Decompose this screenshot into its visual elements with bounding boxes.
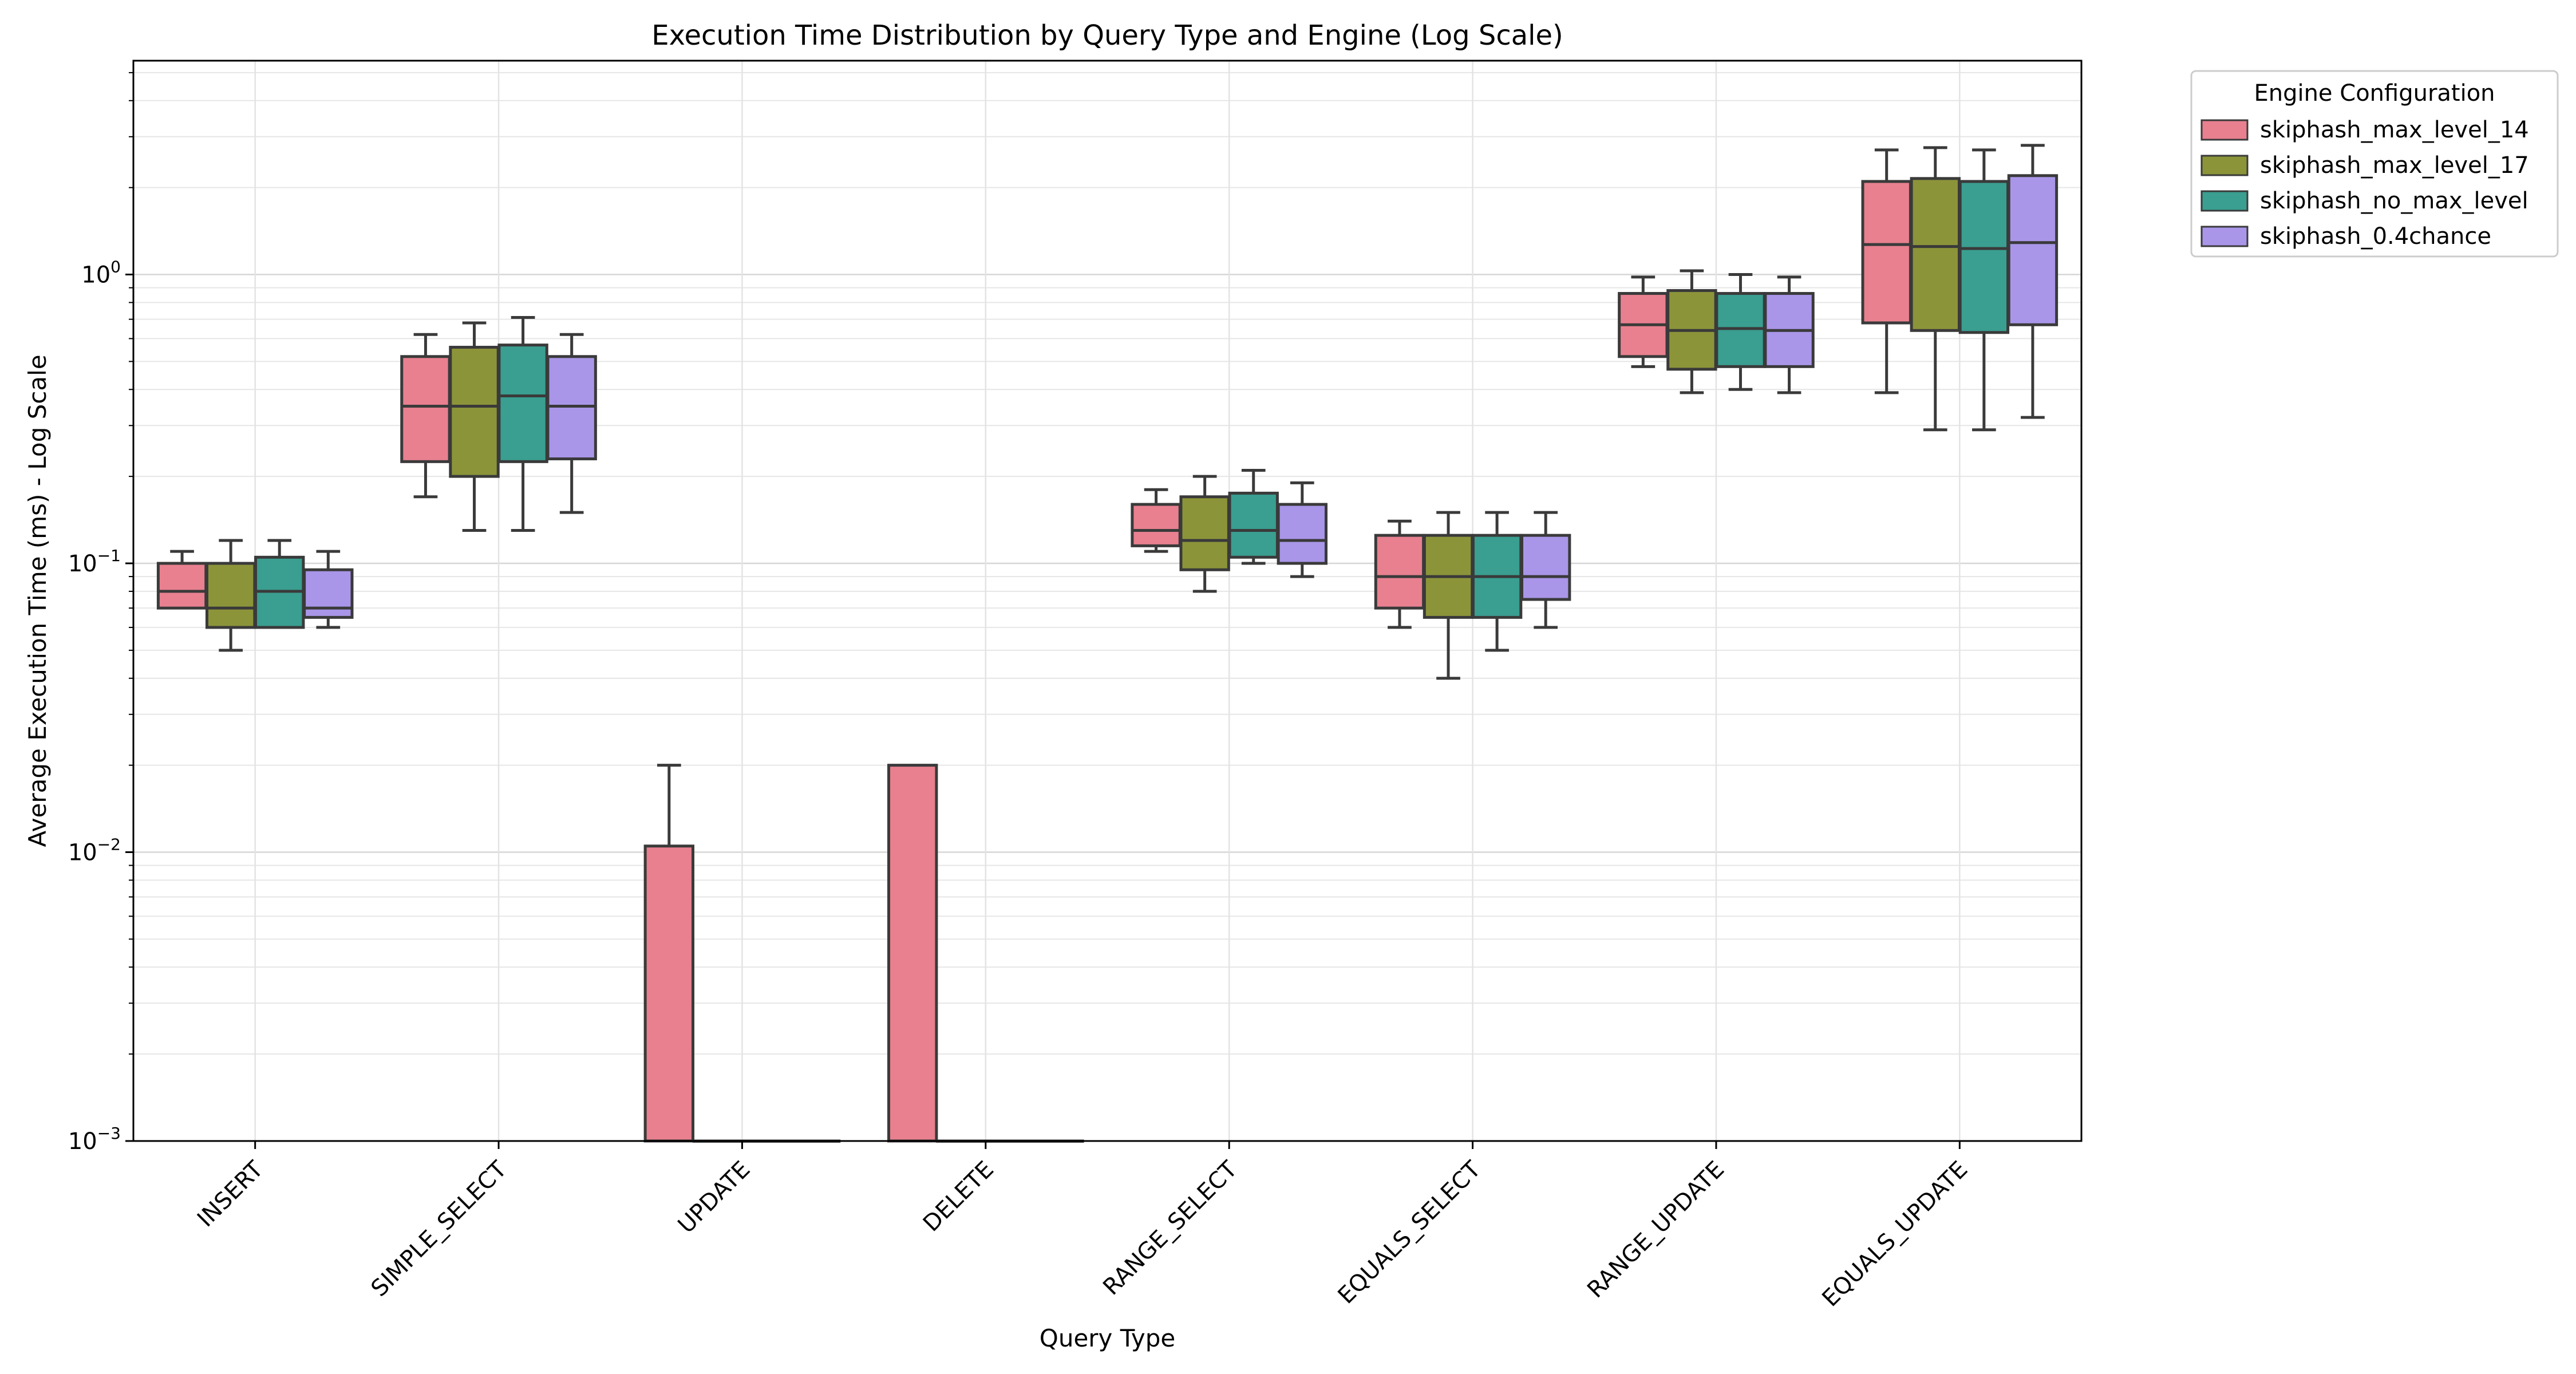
box-7-2 (1958, 148, 2010, 432)
box-3-0 (887, 764, 938, 1143)
box-body (497, 344, 548, 463)
box-4-3 (1277, 481, 1327, 578)
box-5-3 (1520, 511, 1571, 629)
box-6-1 (1666, 269, 1717, 394)
chart-title: Execution Time Distribution by Query Typ… (651, 19, 1563, 52)
y-tick-label: 10−2 (68, 835, 121, 866)
box-body (303, 568, 354, 619)
box-6-2 (1715, 273, 1766, 391)
box-7-1 (1910, 146, 1961, 432)
y-axis-title: Average Execution Time (ms) - Log Scale (23, 354, 52, 847)
legend-item: skiphash_max_level_14 (2200, 117, 2529, 143)
legend-label: skiphash_0.4chance (2260, 223, 2491, 250)
legend-item: skiphash_max_level_17 (2200, 152, 2529, 179)
box-5-2 (1471, 511, 1523, 652)
legend-label: skiphash_max_level_14 (2260, 117, 2529, 143)
box-body (449, 346, 500, 478)
y-tick-label: 10−1 (68, 546, 121, 577)
legend-swatch (2200, 155, 2249, 176)
legend-swatch (2200, 119, 2249, 141)
box-2-0 (643, 764, 695, 1143)
box-plots (156, 144, 2059, 1143)
box-body (1131, 503, 1182, 547)
box-body (1179, 495, 1230, 571)
legend-item: skiphash_0.4chance (2200, 223, 2491, 250)
box-body (1910, 177, 1961, 332)
box-body (1277, 503, 1327, 565)
box-body (887, 764, 938, 1143)
box-body (2007, 174, 2059, 326)
box-body (1520, 534, 1571, 601)
box-body (1715, 292, 1766, 368)
box-1-0 (400, 333, 451, 499)
legend-item: skiphash_no_max_level (2200, 188, 2528, 214)
legend-swatch (2200, 190, 2249, 212)
x-axis-title: Query Type (1040, 1324, 1175, 1352)
box-5-1 (1423, 511, 1474, 680)
box-6-3 (1764, 275, 1815, 394)
plot-frame (132, 60, 2083, 1142)
box-0-0 (156, 550, 208, 610)
box-5-0 (1374, 519, 1425, 629)
box-7-0 (1861, 148, 1912, 394)
box-body (1228, 491, 1279, 559)
box-0-1 (205, 539, 256, 652)
legend-items: skiphash_max_level_14 skiphash_max_level_… (2200, 117, 2529, 250)
legend-label: skiphash_no_max_level (2260, 188, 2528, 214)
y-tick-label: 100 (81, 258, 121, 289)
box-body (1958, 180, 2010, 334)
legend-frame (2190, 70, 2559, 258)
legend-title: Engine Configuration (2254, 80, 2495, 106)
box-1-3 (546, 333, 597, 514)
box-body (1374, 534, 1425, 610)
legend-label: skiphash_max_level_17 (2260, 152, 2529, 179)
box-body (546, 355, 597, 461)
y-tick-label: 10−3 (68, 1124, 121, 1155)
box-7-3 (2007, 144, 2059, 419)
box-body (1861, 180, 1912, 325)
box-4-1 (1179, 475, 1230, 593)
legend: Engine Configuration skiphash_max_level_… (2190, 70, 2559, 258)
box-0-2 (254, 539, 305, 629)
box-1-2 (497, 316, 548, 532)
legend-swatch (2200, 226, 2249, 247)
box-body (400, 355, 451, 463)
box-body (643, 844, 695, 1143)
box-body (205, 562, 256, 629)
box-0-3 (303, 550, 354, 629)
box-body (156, 562, 208, 610)
